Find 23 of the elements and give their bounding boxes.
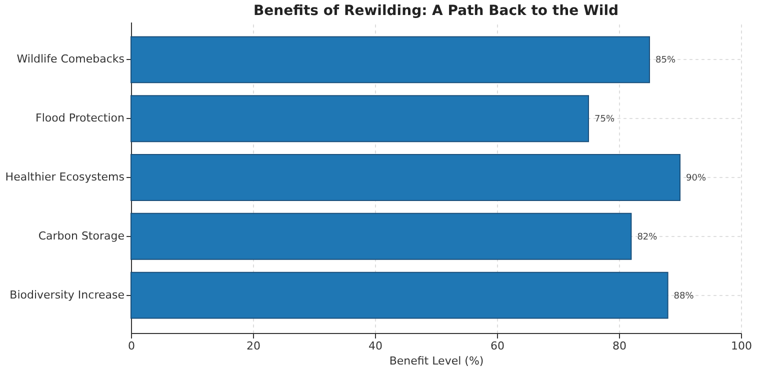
data-label: 75% [594,114,615,125]
y-tick-label: Healthier Ecosystems [5,170,125,184]
bar [130,95,589,142]
bar [130,212,632,260]
x-tick-label: 20 [246,340,260,352]
data-label: 85% [656,56,676,66]
data-label: 90% [686,174,706,184]
x-axis-title: Benefit Level (%) [389,354,484,368]
x-tick-label: 40 [368,340,382,352]
x-tick-label: 100 [731,340,752,352]
x-tick-label: 80 [612,340,626,352]
x-tick-label: 60 [490,340,504,352]
data-label: 82% [637,232,658,242]
y-tick-label: Wildlife Comebacks [16,52,125,66]
y-tick-label: Flood Protection [36,112,125,125]
x-tick-label: 0 [128,340,135,352]
bar [130,154,680,201]
data-label: 88% [674,291,694,302]
bar [130,272,668,319]
y-tick-label: Carbon Storage [38,229,125,242]
y-tick-label: Biodiversity Increase [10,288,125,302]
chart-title: Benefits of Rewilding: A Path Back to the Wild [253,3,619,19]
bar [130,36,650,84]
